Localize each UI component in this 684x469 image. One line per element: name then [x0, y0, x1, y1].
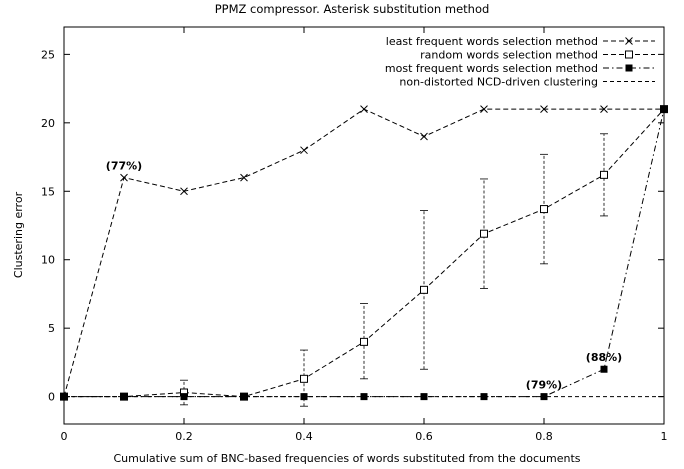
legend-label: non-distorted NCD-driven clustering — [399, 76, 598, 89]
data-point — [660, 105, 668, 113]
y-tick-label: 25 — [41, 48, 55, 61]
data-point — [360, 105, 368, 113]
x-tick-label: 0.2 — [175, 430, 193, 443]
legend-swatch-marker — [625, 64, 633, 72]
data-point — [480, 105, 488, 113]
x-tick-label: 0.8 — [535, 430, 553, 443]
error-bar — [540, 153, 548, 265]
annotation-label: (88%) — [586, 351, 622, 364]
series-layer — [60, 105, 668, 407]
data-point — [480, 229, 488, 238]
legend-swatch-marker — [625, 50, 633, 59]
y-tick-label: 15 — [41, 185, 55, 198]
chart-title: PPMZ compressor. Asterisk substitution m… — [215, 2, 490, 16]
data-point — [600, 105, 608, 113]
annotation-label: (79%) — [526, 379, 562, 392]
data-point — [600, 170, 608, 179]
legend-entry: random words selection method — [420, 49, 655, 62]
series-2 — [60, 105, 668, 401]
data-point — [300, 146, 308, 155]
x-tick-label: 0.6 — [415, 430, 433, 443]
x-tick-label: 0 — [61, 430, 68, 443]
error-bar — [300, 349, 308, 407]
data-point — [300, 374, 308, 383]
series-1 — [60, 105, 668, 407]
x-axis-label: Cumulative sum of BNC-based frequencies … — [113, 452, 580, 465]
plot-frame — [63, 26, 665, 425]
data-point — [360, 337, 368, 346]
data-point — [420, 132, 428, 141]
y-axis-label: Clustering error — [12, 191, 25, 278]
data-point — [420, 285, 428, 294]
data-point — [600, 365, 608, 373]
y-tick-label: 10 — [41, 254, 55, 267]
data-point — [120, 173, 128, 182]
legend-label: random words selection method — [420, 49, 598, 62]
error-bar — [480, 178, 488, 289]
x-tick-label: 1 — [661, 430, 668, 443]
annotation-layer: (77%) (79%) (88%) — [106, 160, 622, 392]
annotation-label: (77%) — [106, 160, 142, 173]
legend-label: least frequent words selection method — [386, 35, 598, 48]
error-bar — [420, 210, 428, 370]
legend-label: most frequent words selection method — [385, 62, 598, 75]
y-tick-label: 20 — [41, 117, 55, 130]
legend-entry: least frequent words selection method — [386, 35, 655, 48]
data-point — [240, 173, 248, 182]
data-point — [540, 105, 548, 113]
y-tick-label: 0 — [48, 391, 55, 404]
data-point — [540, 205, 548, 214]
y-tick-label: 5 — [48, 322, 55, 335]
x-tick-label: 0.4 — [295, 430, 313, 443]
data-point — [180, 187, 188, 196]
legend-entry: non-distorted NCD-driven clustering — [399, 76, 655, 89]
legend-entry: most frequent words selection method — [385, 62, 655, 75]
legend: least frequent words selection methodran… — [385, 35, 655, 89]
legend-swatch-marker — [625, 37, 633, 45]
